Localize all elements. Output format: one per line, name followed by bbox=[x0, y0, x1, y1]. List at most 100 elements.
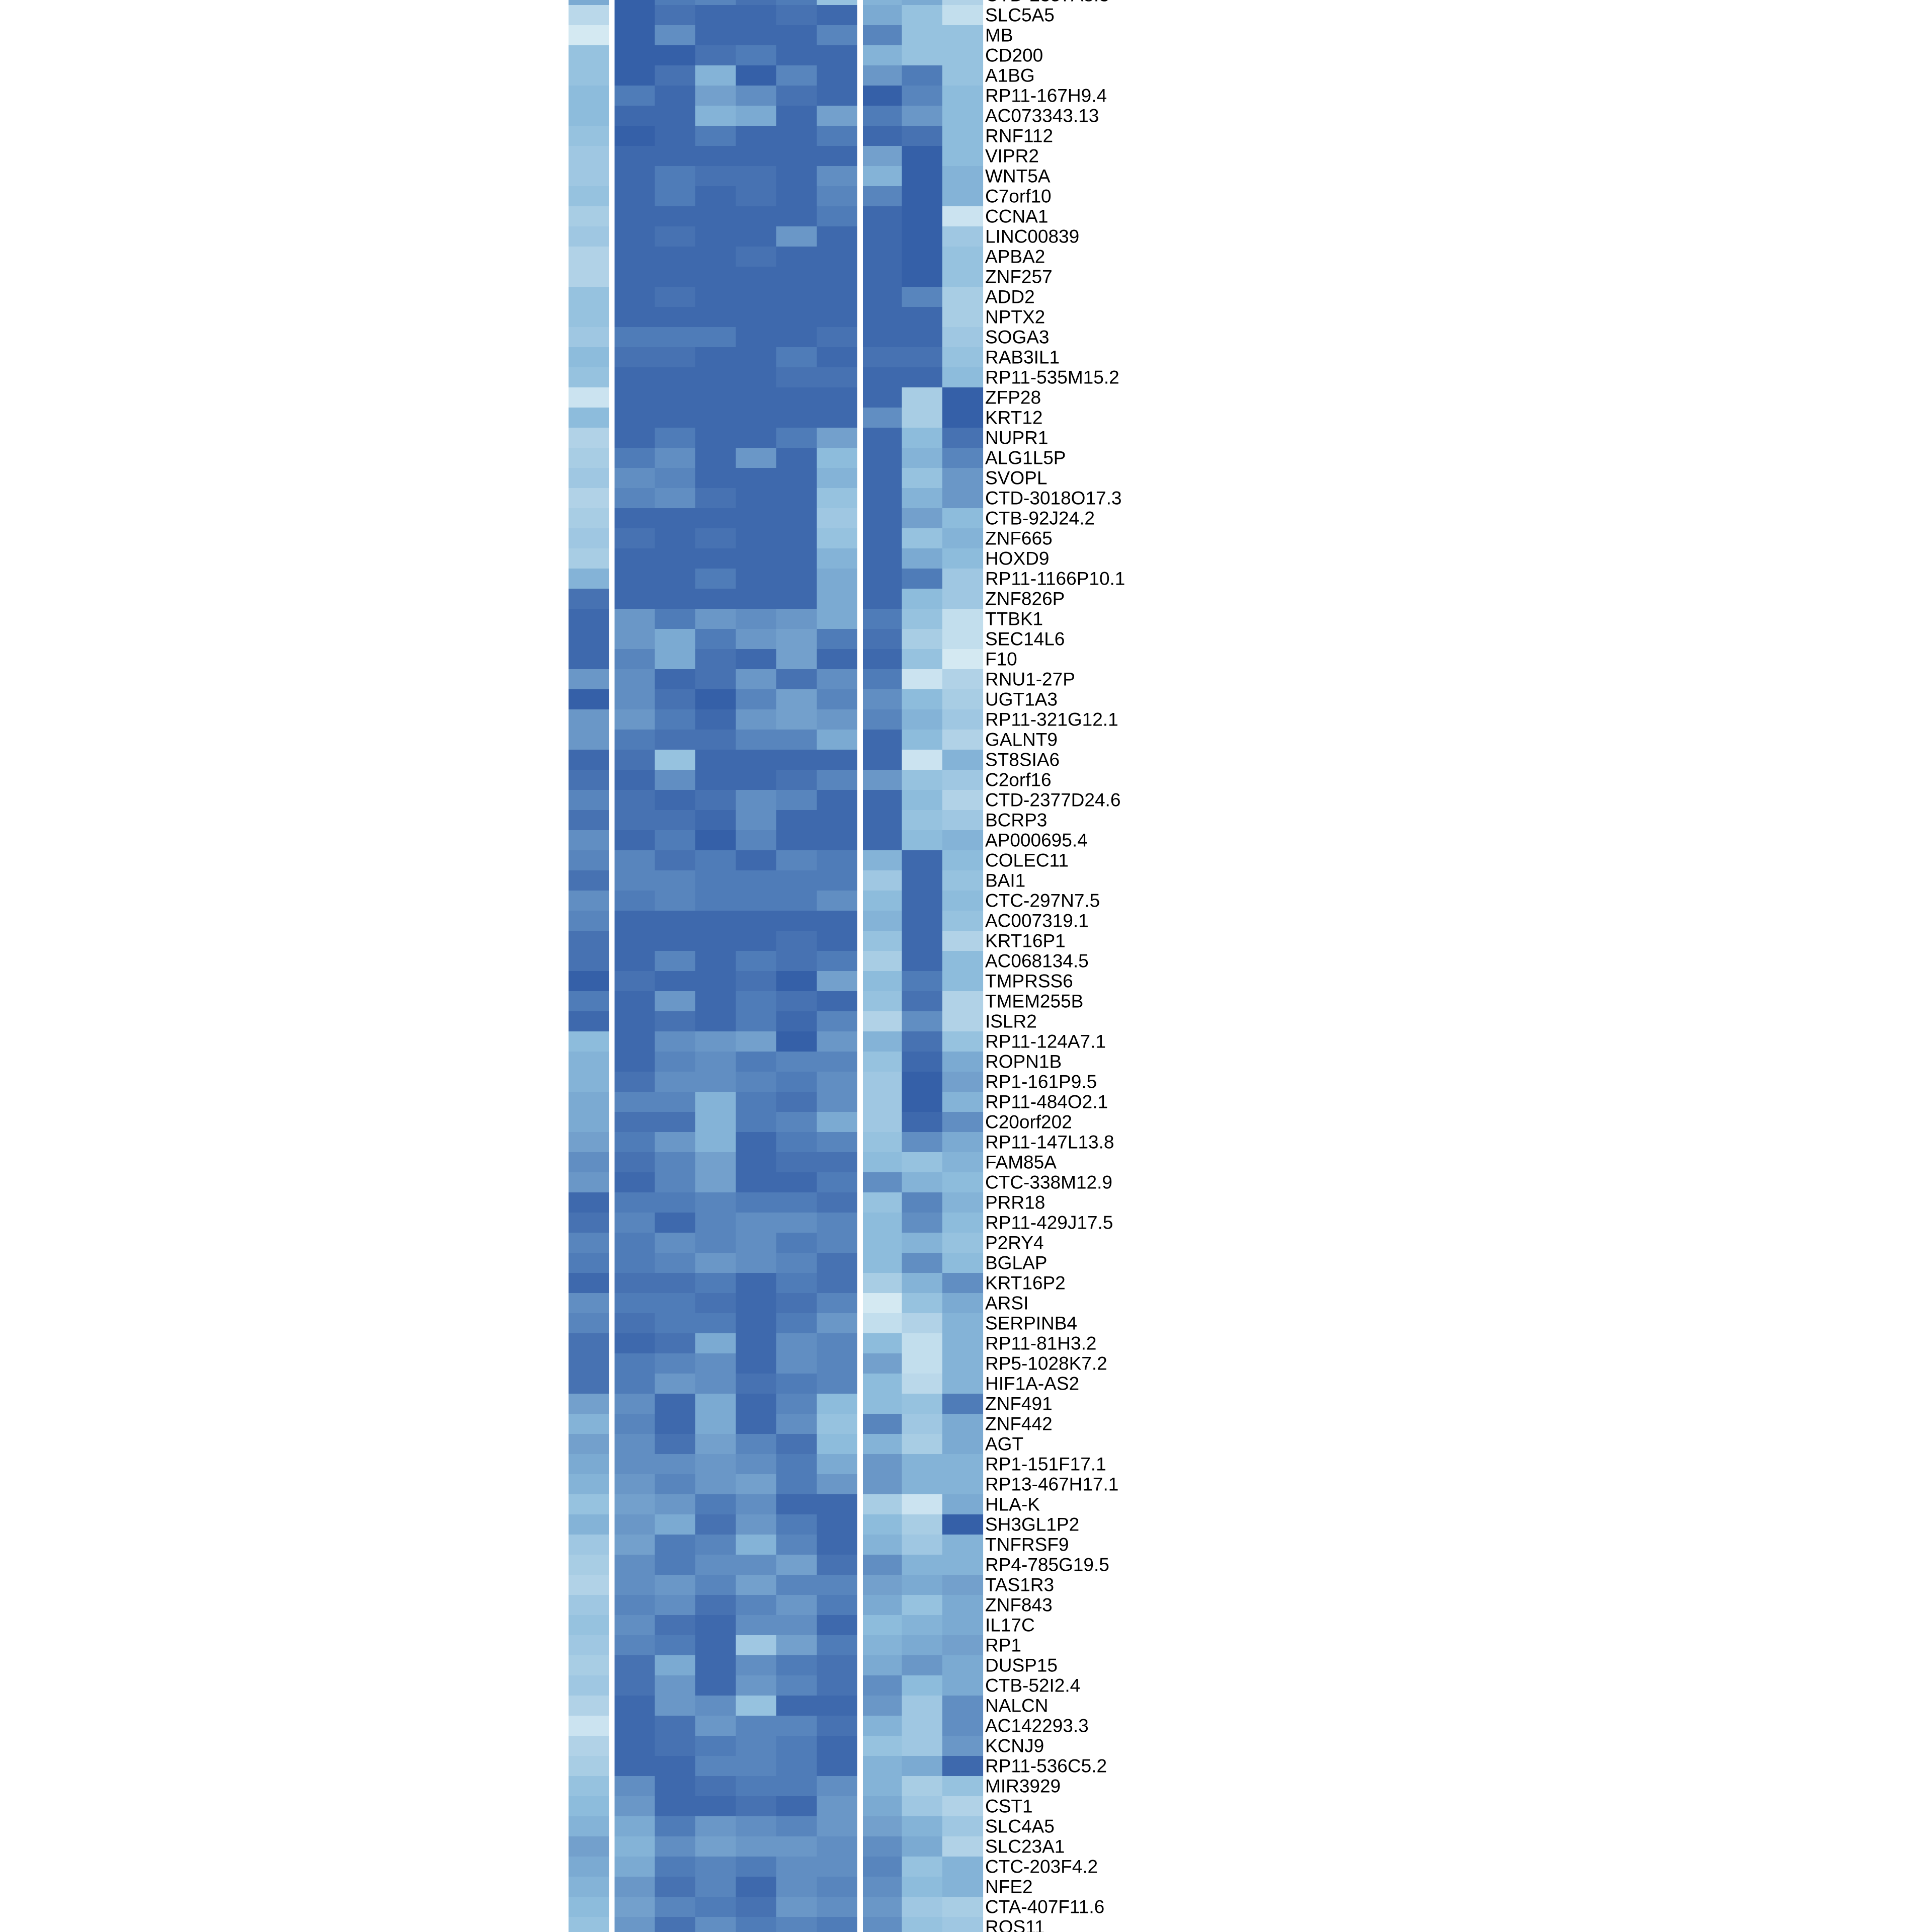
heatmap-cell bbox=[695, 569, 737, 589]
gene-label: ZNF843 bbox=[985, 1595, 1053, 1616]
heatmap-cell bbox=[569, 1092, 610, 1112]
heatmap-cell bbox=[614, 5, 656, 26]
heatmap-cell bbox=[817, 1213, 858, 1233]
heatmap-cell bbox=[902, 1072, 943, 1092]
heatmap-cell bbox=[695, 1253, 737, 1273]
heatmap-cell bbox=[861, 1796, 903, 1817]
heatmap-cell bbox=[655, 327, 696, 348]
heatmap-cell bbox=[942, 1877, 984, 1897]
heatmap-cell bbox=[569, 468, 610, 489]
heatmap-cell bbox=[569, 1857, 610, 1877]
heatmap-cell bbox=[817, 1514, 858, 1535]
heatmap-cell bbox=[902, 1293, 943, 1314]
heatmap-cell bbox=[776, 1374, 818, 1394]
heatmap-cell bbox=[861, 1836, 903, 1857]
gene-label: WNT5A bbox=[985, 166, 1051, 187]
heatmap-cell bbox=[942, 951, 984, 972]
heatmap-cell bbox=[817, 1595, 858, 1616]
heatmap-cell bbox=[902, 65, 943, 86]
heatmap-cell bbox=[861, 1092, 903, 1112]
heatmap-cell bbox=[736, 991, 777, 1012]
heatmap-cell bbox=[942, 347, 984, 368]
heatmap-cell bbox=[817, 1555, 858, 1575]
heatmap-cell bbox=[736, 790, 777, 811]
heatmap-cell bbox=[942, 468, 984, 489]
heatmap-cell bbox=[655, 1031, 696, 1052]
heatmap-cell bbox=[776, 327, 818, 348]
gene-label: ROS11 bbox=[985, 1917, 1045, 1932]
heatmap-cell bbox=[695, 891, 737, 911]
heatmap-cell bbox=[614, 126, 656, 146]
heatmap-cell bbox=[817, 931, 858, 951]
heatmap-cell bbox=[695, 1696, 737, 1716]
heatmap-cell bbox=[736, 669, 777, 690]
heatmap-cell bbox=[942, 629, 984, 650]
heatmap-cell bbox=[817, 1253, 858, 1273]
heatmap-cell bbox=[614, 1374, 656, 1394]
heatmap-cell bbox=[655, 247, 696, 267]
heatmap-cell bbox=[817, 850, 858, 871]
heatmap-cell bbox=[695, 448, 737, 468]
heatmap-cell bbox=[817, 1756, 858, 1777]
heatmap-cell bbox=[569, 0, 610, 6]
heatmap-cell bbox=[569, 508, 610, 529]
heatmap-cell bbox=[614, 1796, 656, 1817]
heatmap-cell bbox=[569, 126, 610, 146]
heatmap-cell bbox=[569, 1917, 610, 1932]
heatmap-cell bbox=[695, 1313, 737, 1334]
heatmap-cell bbox=[861, 669, 903, 690]
heatmap-cell bbox=[817, 146, 858, 167]
heatmap-cell bbox=[817, 1233, 858, 1253]
heatmap-cell bbox=[942, 247, 984, 267]
heatmap-cell bbox=[614, 1414, 656, 1434]
heatmap-cell bbox=[902, 750, 943, 770]
heatmap-cell bbox=[942, 106, 984, 126]
heatmap-cell bbox=[655, 1696, 696, 1716]
gene-label: MIR3929 bbox=[985, 1776, 1061, 1797]
heatmap-cell bbox=[614, 45, 656, 66]
heatmap-cell bbox=[776, 488, 818, 509]
heatmap-cell bbox=[655, 1454, 696, 1475]
gene-label: CTD-3018O17.3 bbox=[985, 488, 1121, 509]
heatmap-cell bbox=[655, 1052, 696, 1072]
heatmap-cell bbox=[902, 448, 943, 468]
heatmap-cell bbox=[942, 689, 984, 710]
heatmap-cell bbox=[776, 649, 818, 670]
heatmap-cell bbox=[776, 1655, 818, 1676]
heatmap-cell bbox=[861, 468, 903, 489]
heatmap-cell bbox=[817, 709, 858, 730]
heatmap-cell bbox=[569, 1836, 610, 1857]
heatmap-cell bbox=[569, 1555, 610, 1575]
heatmap-cell bbox=[614, 1434, 656, 1455]
heatmap-cell bbox=[614, 1836, 656, 1857]
heatmap-cell bbox=[614, 629, 656, 650]
heatmap-cell bbox=[942, 408, 984, 428]
heatmap-cell bbox=[736, 1353, 777, 1374]
heatmap-cell bbox=[695, 1233, 737, 1253]
gene-label: SOGA3 bbox=[985, 327, 1050, 348]
heatmap-cell bbox=[902, 1011, 943, 1032]
heatmap-cell bbox=[776, 1816, 818, 1837]
heatmap-cell bbox=[614, 1233, 656, 1253]
heatmap-cell bbox=[776, 971, 818, 992]
heatmap-cell bbox=[942, 1132, 984, 1153]
heatmap-cell bbox=[655, 548, 696, 569]
gene-label: NPTX2 bbox=[985, 307, 1045, 328]
heatmap-cell bbox=[655, 428, 696, 448]
heatmap-cell bbox=[902, 1615, 943, 1636]
heatmap-cell bbox=[569, 1696, 610, 1716]
heatmap-cell bbox=[614, 569, 656, 589]
heatmap-cell bbox=[817, 730, 858, 750]
heatmap-cell bbox=[614, 951, 656, 972]
heatmap-cell bbox=[655, 488, 696, 509]
heatmap-cell bbox=[695, 790, 737, 811]
gene-label: COLEC11 bbox=[985, 850, 1069, 871]
heatmap-cell bbox=[569, 45, 610, 66]
heatmap-cell bbox=[655, 367, 696, 388]
heatmap-cell bbox=[569, 226, 610, 247]
heatmap-cell bbox=[695, 1273, 737, 1294]
heatmap-cell bbox=[695, 1816, 737, 1837]
heatmap-cell bbox=[776, 347, 818, 368]
heatmap-cell bbox=[776, 267, 818, 287]
heatmap-cell bbox=[861, 146, 903, 167]
